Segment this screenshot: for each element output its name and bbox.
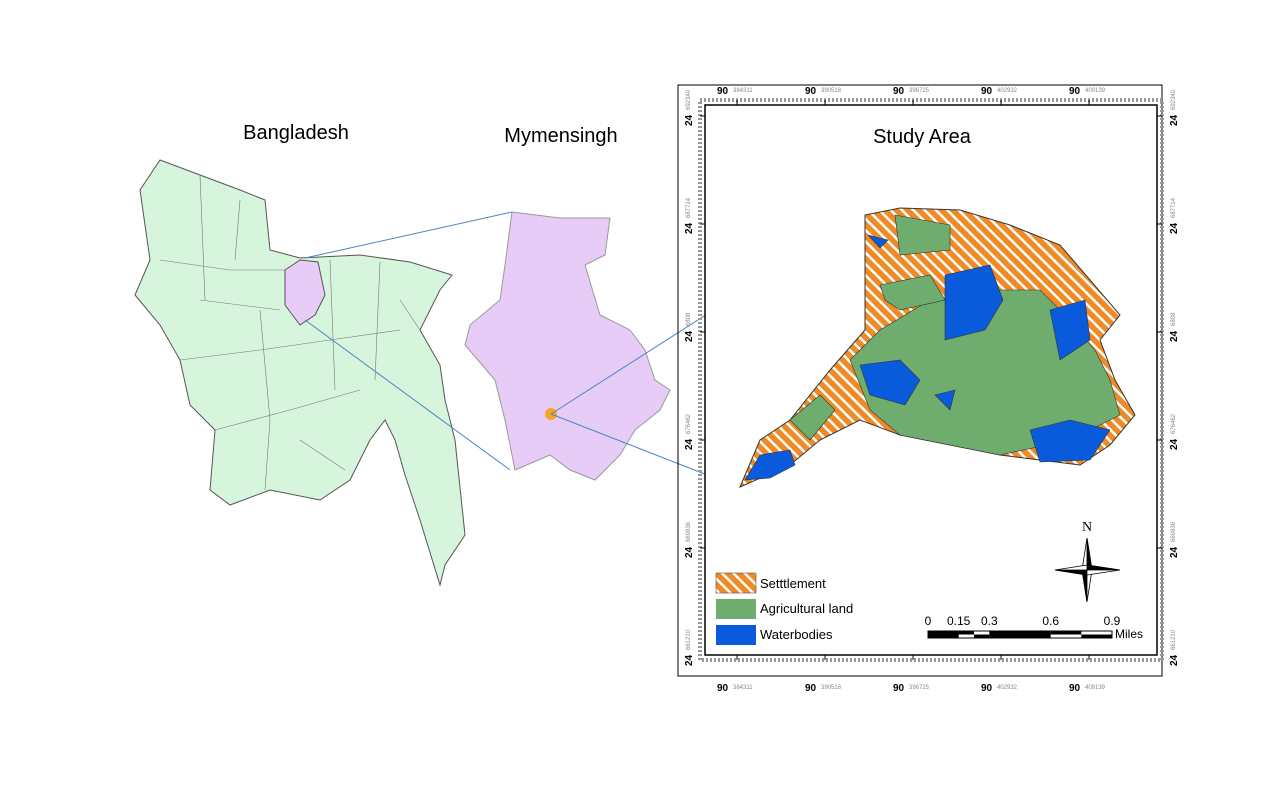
district-borders — [159, 174, 421, 491]
y-coord-label: 24 692340 — [684, 89, 695, 126]
y-coord-minute: 6808 — [686, 312, 692, 326]
x-coord-degree: 90 — [805, 683, 817, 694]
map-title: Study Area — [873, 126, 972, 148]
y-coord-minute: 676462 — [686, 413, 692, 434]
bangladesh-map — [134, 159, 466, 587]
map-frame-outer — [677, 84, 1163, 677]
x-coord-minute: 409139 — [1085, 685, 1106, 691]
scale-segment — [958, 631, 974, 635]
x-coord-minute: 396725 — [909, 88, 930, 94]
y-coord-minute: 6808 — [1171, 312, 1177, 326]
map-title: Bangladesh — [243, 122, 349, 144]
scale-tick-label: 0.3 — [981, 614, 998, 628]
y-coord-degree: 24 — [684, 222, 695, 234]
waterbodies — [744, 234, 1111, 481]
y-coord-minute: 692340 — [686, 89, 692, 110]
y-coord-degree: 24 — [684, 546, 695, 558]
legend-label: Agricultural land — [760, 601, 853, 616]
north-label: N — [1082, 520, 1092, 535]
y-coord-label: 24 6808 — [1169, 312, 1180, 342]
scale-segment — [928, 631, 959, 638]
y-coord-degree: 24 — [684, 654, 695, 666]
scale-tick-label: 0.6 — [1042, 614, 1059, 628]
legend-label: Waterbodies — [760, 627, 833, 642]
y-coord-degree: 24 — [1169, 546, 1180, 558]
y-coord-degree: 24 — [1169, 438, 1180, 450]
x-coord-minute: 402932 — [997, 88, 1018, 94]
y-coord-minute: 669836 — [686, 521, 692, 542]
y-coord-label: 24 661210 — [684, 629, 695, 666]
scale-segment — [974, 634, 990, 638]
y-coord-label: 24 6808 — [684, 312, 695, 342]
scale-segment — [989, 631, 1051, 638]
scale-tick-label: 0 — [925, 614, 932, 628]
mymensingh-map — [464, 211, 671, 481]
y-coord-degree: 24 — [1169, 654, 1180, 666]
y-coord-label: 24 687714 — [1169, 197, 1180, 234]
agricultural-areas — [789, 214, 1121, 456]
y-coord-label: 24 687714 — [684, 197, 695, 234]
y-coord-degree: 24 — [684, 438, 695, 450]
y-coord-label: 24 661210 — [1169, 629, 1180, 666]
x-coord-degree: 90 — [717, 683, 729, 694]
x-coord-degree: 90 — [981, 683, 993, 694]
legend-swatch — [716, 625, 756, 645]
x-coord-minute: 396725 — [909, 685, 930, 691]
x-coord-minute: 402932 — [997, 685, 1018, 691]
x-coord-degree: 90 — [893, 683, 905, 694]
y-coord-degree: 24 — [684, 330, 695, 342]
legend-swatch — [715, 572, 757, 594]
x-coord-minute: 390518 — [821, 685, 842, 691]
y-coord-minute: 676462 — [1171, 413, 1177, 434]
x-coord-minute: 409139 — [1085, 88, 1106, 94]
y-coord-degree: 24 — [1169, 222, 1180, 234]
x-coord-degree: 90 — [981, 86, 993, 97]
y-coord-minute: 687714 — [1171, 197, 1177, 218]
x-coord-degree: 90 — [893, 86, 905, 97]
scale-tick-label: 0.15 — [947, 614, 971, 628]
y-coord-minute: 687714 — [686, 197, 692, 218]
legend-swatch — [716, 599, 756, 619]
scale-unit: Miles — [1115, 627, 1143, 641]
scale-segment — [1050, 631, 1082, 635]
y-coord-degree: 24 — [1169, 114, 1180, 126]
x-coord-minute: 384311 — [733, 88, 753, 94]
y-coord-degree: 24 — [1169, 330, 1180, 342]
mymensingh-highlight — [284, 259, 326, 326]
x-coord-minute: 390518 — [821, 88, 842, 94]
scale-segment — [1081, 634, 1112, 638]
x-coord-degree: 90 — [1069, 86, 1081, 97]
scale-tick-label: 0.9 — [1104, 614, 1121, 628]
y-coord-degree: 24 — [684, 114, 695, 126]
y-coord-label: 24 676462 — [684, 413, 695, 450]
y-coord-label: 24 669836 — [1169, 521, 1180, 558]
y-coord-minute: 661210 — [1171, 629, 1177, 650]
y-coord-label: 24 692340 — [1169, 89, 1180, 126]
y-coord-minute: 669836 — [1171, 521, 1177, 542]
coordinate-labels: 90 384311 90 384311 90 390518 90 390518 90 396725… — [684, 86, 1180, 694]
x-coord-degree: 90 — [805, 86, 817, 97]
x-coord-degree: 90 — [1069, 683, 1081, 694]
x-coord-minute: 384311 — [733, 685, 753, 691]
y-coord-label: 24 669836 — [684, 521, 695, 558]
y-coord-minute: 661210 — [686, 629, 692, 650]
x-coord-degree: 90 — [717, 86, 729, 97]
north-arrow — [1054, 537, 1121, 603]
map-title: Mymensingh — [504, 125, 617, 147]
legend-label: Setttlement — [760, 576, 826, 591]
y-coord-minute: 692340 — [1171, 89, 1177, 110]
y-coord-label: 24 676462 — [1169, 413, 1180, 450]
map-frame-band — [698, 98, 1164, 662]
